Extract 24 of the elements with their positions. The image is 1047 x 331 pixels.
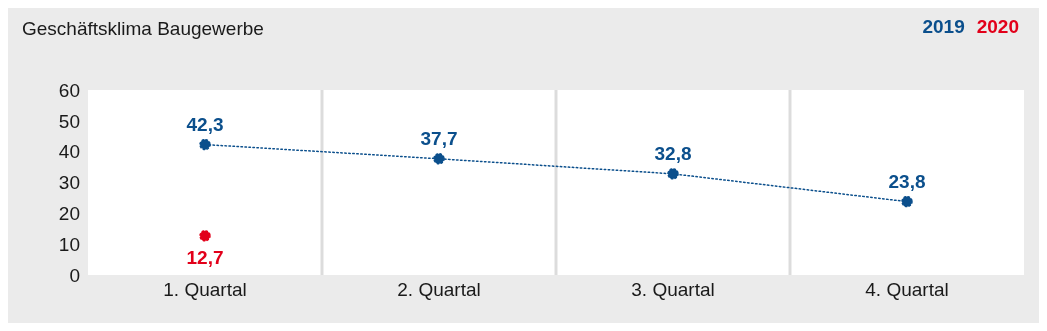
x-tick-label: 4. Quartal [865,279,949,301]
point [901,195,913,208]
text: 2020 [976,16,1019,38]
y-tick-label: 40 [58,141,80,163]
y-tick-label: 30 [58,172,80,194]
point [199,230,211,242]
point [433,153,445,165]
data-label: 32,8 [654,142,692,164]
y-tick-label: 0 [69,264,80,286]
y-tick-label: 60 [58,79,80,101]
point [199,138,211,151]
text: 2019 [922,16,965,38]
x-tick-label: 3. Quartal [631,279,715,301]
x-tick-label: 1. Quartal [163,279,247,301]
data-label: 42,3 [186,113,224,135]
y-tick-label: 20 [58,203,80,225]
data-label: 23,8 [888,170,926,192]
x-tick-label: 2. Quartal [397,279,481,301]
data-label: 37,7 [420,127,458,149]
y-tick-label: 10 [58,233,80,255]
y-tick-label: 50 [58,110,80,132]
data-label: 12,7 [186,246,224,268]
point [667,168,679,180]
chart-title: Geschäftsklima Baugewerbe [22,18,264,40]
